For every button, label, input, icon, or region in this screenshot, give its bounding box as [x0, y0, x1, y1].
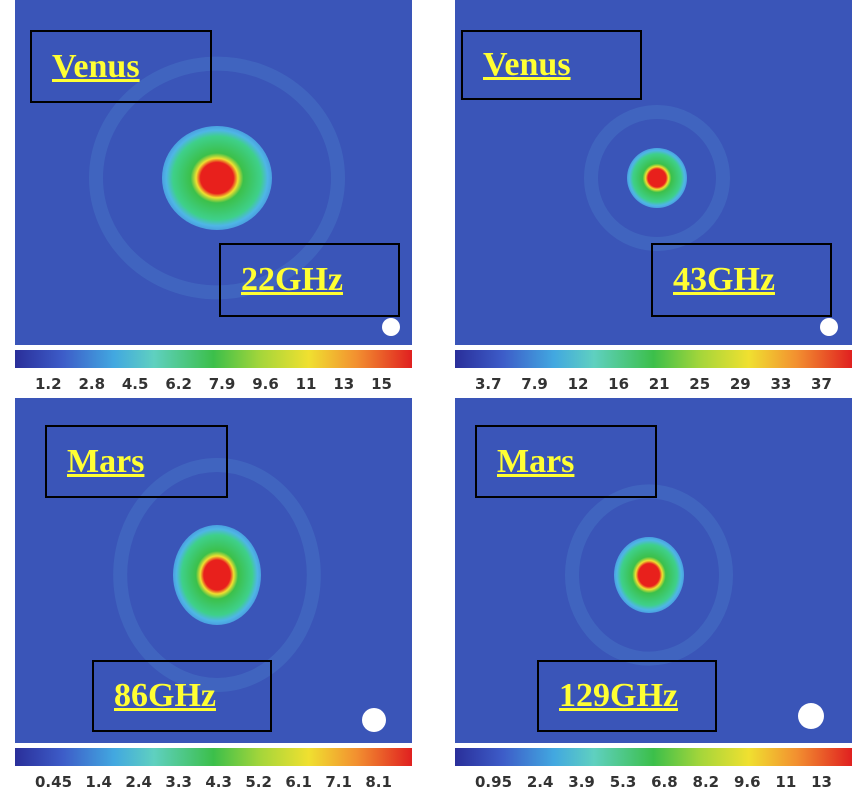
planet-label: Venus — [461, 30, 642, 100]
planet-label: Venus — [30, 30, 212, 103]
source — [162, 126, 272, 230]
tick-label: 1.4 — [85, 773, 112, 793]
source — [614, 537, 684, 613]
tick-label: 4.5 — [122, 375, 149, 395]
beam — [820, 318, 838, 336]
colorbar — [455, 350, 852, 368]
frequency-label: 43GHz — [651, 243, 832, 317]
colorbar-ticks: 0.45 1.4 2.4 3.3 4.3 5.2 6.1 7.1 8.1 — [35, 773, 392, 793]
tick-label: 16 — [608, 375, 629, 395]
beam — [798, 703, 824, 729]
tick-label: 25 — [689, 375, 710, 395]
frequency-label: 86GHz — [92, 660, 272, 732]
colorbar — [15, 748, 412, 766]
colorbar — [455, 748, 852, 766]
tick-label: 5.2 — [245, 773, 272, 793]
tick-label: 13 — [811, 773, 832, 793]
tick-label: 29 — [730, 375, 751, 395]
planet-label: Mars — [475, 425, 657, 498]
tick-label: 3.3 — [165, 773, 192, 793]
tick-label: 8.1 — [365, 773, 392, 793]
tick-label: 5.3 — [610, 773, 637, 793]
tick-label: 9.6 — [734, 773, 761, 793]
frequency-label: 129GHz — [537, 660, 717, 732]
tick-label: 4.3 — [205, 773, 232, 793]
tick-label: 2.4 — [125, 773, 152, 793]
colorbar — [15, 350, 412, 368]
tick-label: 11 — [775, 773, 796, 793]
source — [627, 148, 687, 208]
beam — [362, 708, 386, 732]
tick-label: 6.8 — [651, 773, 678, 793]
tick-label: 7.9 — [209, 375, 236, 395]
tick-label: 1.2 — [35, 375, 62, 395]
beam — [382, 318, 400, 336]
tick-label: 8.2 — [693, 773, 720, 793]
tick-label: 21 — [649, 375, 670, 395]
tick-label: 0.45 — [35, 773, 72, 793]
figure: Venus 22GHz 1.2 2.8 4.5 6.2 7.9 9.6 11 13 15 Venus 4… — [0, 0, 858, 799]
frequency-label: 22GHz — [219, 243, 400, 317]
tick-label: 33 — [770, 375, 791, 395]
tick-label: 6.1 — [285, 773, 312, 793]
tick-label: 12 — [568, 375, 589, 395]
tick-label: 2.8 — [78, 375, 105, 395]
source — [173, 525, 261, 625]
tick-label: 6.2 — [165, 375, 192, 395]
tick-label: 7.1 — [325, 773, 352, 793]
tick-label: 2.4 — [527, 773, 554, 793]
tick-label: 3.9 — [568, 773, 595, 793]
tick-label: 0.95 — [475, 773, 512, 793]
colorbar-ticks: 1.2 2.8 4.5 6.2 7.9 9.6 11 13 15 — [35, 375, 392, 395]
planet-label: Mars — [45, 425, 228, 498]
tick-label: 11 — [296, 375, 317, 395]
tick-label: 13 — [333, 375, 354, 395]
tick-label: 3.7 — [475, 375, 502, 395]
colorbar-ticks: 3.7 7.9 12 16 21 25 29 33 37 — [475, 375, 832, 395]
tick-label: 7.9 — [521, 375, 548, 395]
colorbar-ticks: 0.95 2.4 3.9 5.3 6.8 8.2 9.6 11 13 — [475, 773, 832, 793]
tick-label: 9.6 — [252, 375, 279, 395]
tick-label: 37 — [811, 375, 832, 395]
tick-label: 15 — [371, 375, 392, 395]
